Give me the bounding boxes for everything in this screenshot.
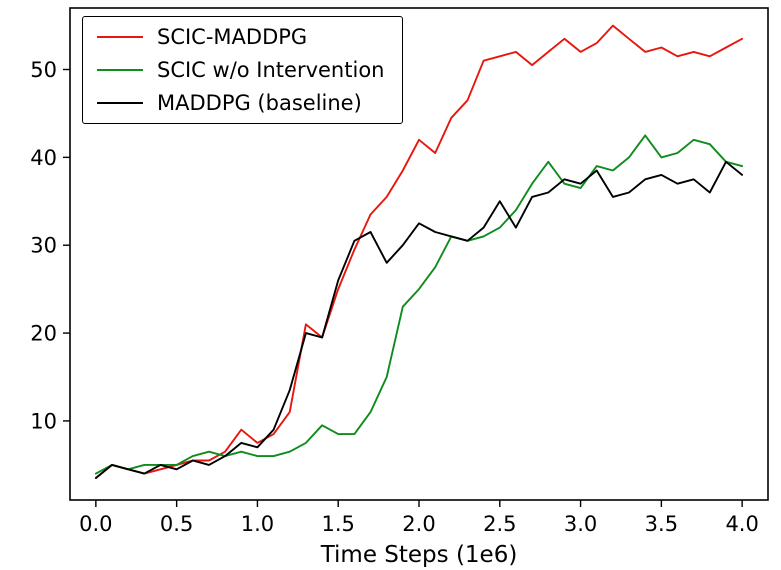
legend-line-red [97, 35, 143, 39]
legend-label: SCIC-MADDPG [157, 25, 308, 49]
legend-line-black [97, 101, 143, 105]
svg-text:2.0: 2.0 [402, 512, 435, 536]
svg-text:3.5: 3.5 [645, 512, 678, 536]
svg-text:50: 50 [30, 58, 57, 82]
svg-text:4.0: 4.0 [725, 512, 758, 536]
svg-text:1.0: 1.0 [241, 512, 274, 536]
svg-text:1.5: 1.5 [322, 512, 355, 536]
svg-text:0.0: 0.0 [79, 512, 112, 536]
legend-item-scic-maddpg: SCIC-MADDPG [97, 25, 384, 49]
svg-text:0.5: 0.5 [160, 512, 193, 536]
svg-text:20: 20 [30, 322, 57, 346]
legend-label: MADDPG (baseline) [157, 91, 362, 115]
legend-item-scic-wo-intervention: SCIC w/o Intervention [97, 58, 384, 82]
svg-text:2.5: 2.5 [483, 512, 516, 536]
legend-item-maddpg-baseline: MADDPG (baseline) [97, 91, 384, 115]
legend: SCIC-MADDPG SCIC w/o Intervention MADDPG… [82, 16, 404, 124]
svg-text:30: 30 [30, 234, 57, 258]
svg-text:40: 40 [30, 146, 57, 170]
svg-text:3.0: 3.0 [564, 512, 597, 536]
legend-line-green [97, 68, 143, 72]
svg-text:10: 10 [30, 409, 57, 433]
legend-label: SCIC w/o Intervention [157, 58, 385, 82]
x-axis-label: Time Steps (1e6) [320, 542, 518, 568]
